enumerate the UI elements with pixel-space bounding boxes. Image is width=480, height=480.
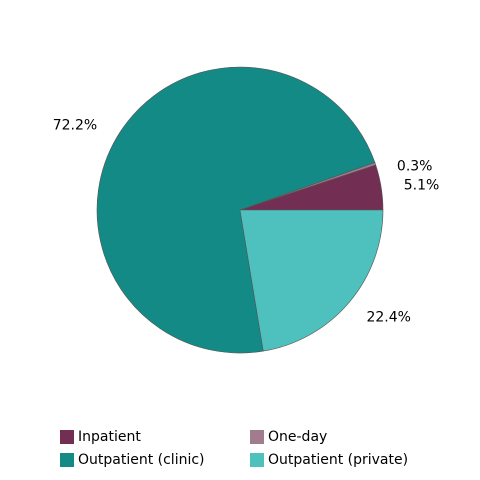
data-label: 0.3% xyxy=(397,158,433,174)
legend-swatch xyxy=(250,430,264,444)
legend-label: One-day xyxy=(268,429,327,445)
legend-label: Outpatient (private) xyxy=(268,452,408,468)
pie-slice xyxy=(96,66,376,354)
pie-slice xyxy=(239,209,384,352)
legend-swatch xyxy=(60,430,74,444)
data-label: 22.4% xyxy=(366,309,410,325)
legend-swatch xyxy=(60,453,74,467)
data-label: 72.2% xyxy=(53,118,97,134)
legend-label: Inpatient xyxy=(78,429,141,445)
data-label: 5.1% xyxy=(404,178,440,194)
legend-label: Outpatient (clinic) xyxy=(78,452,205,468)
legend-swatch xyxy=(250,453,264,467)
